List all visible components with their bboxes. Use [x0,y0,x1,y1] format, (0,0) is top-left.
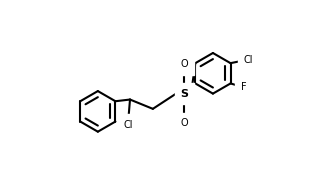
Text: Cl: Cl [243,55,253,65]
Text: S: S [180,89,188,99]
Text: O: O [180,118,188,128]
Text: O: O [180,59,188,69]
Text: F: F [241,82,246,92]
Text: Cl: Cl [124,120,133,130]
